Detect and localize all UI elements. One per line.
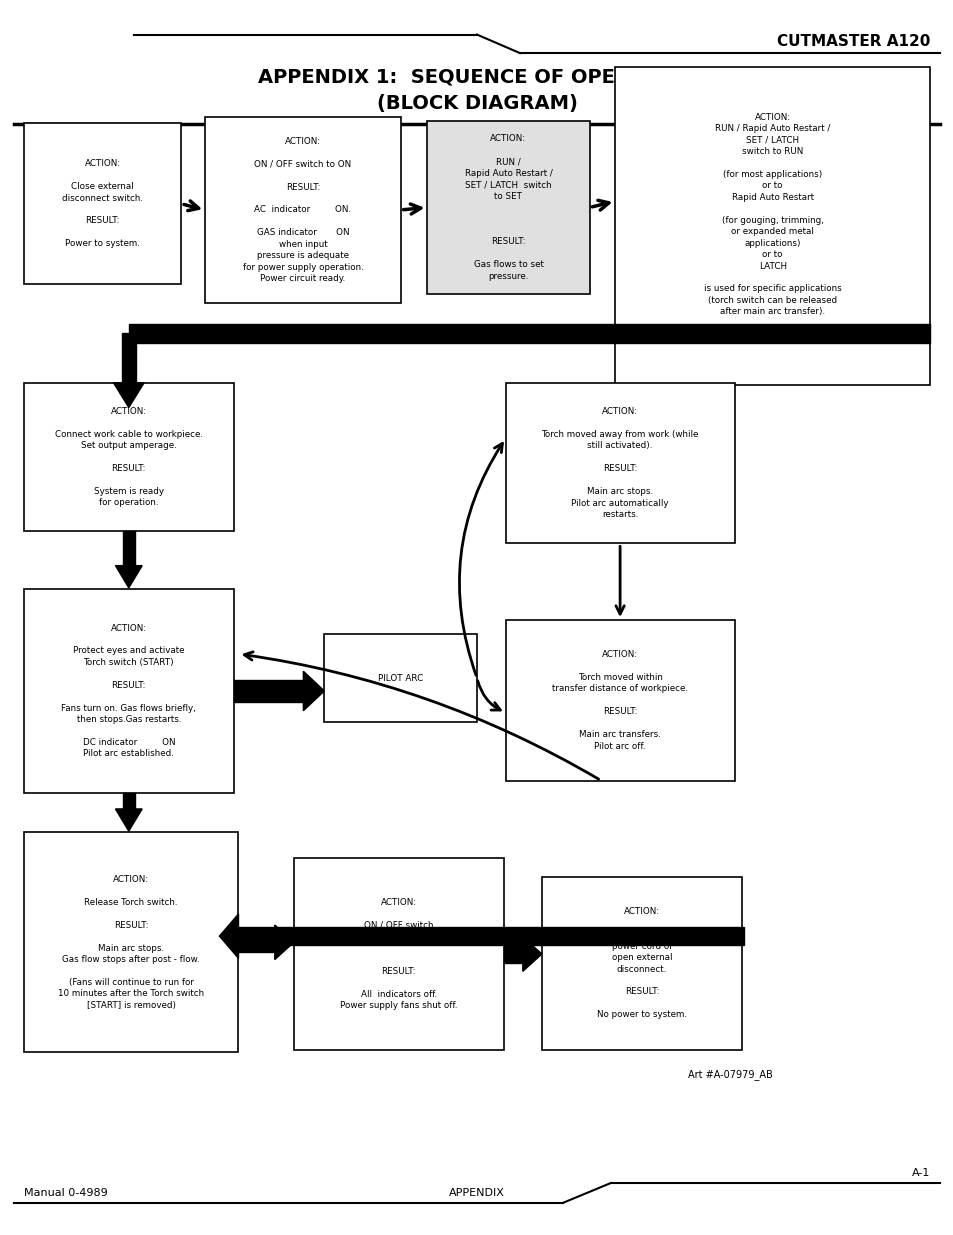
Text: ACTION:

Unplug input
power cord or
open external
disconnect.

RESULT:

No power: ACTION: Unplug input power cord or open … <box>597 908 686 1019</box>
Text: ACTION:

Release Torch switch.

RESULT:

Main arc stops.
Gas flow stops after po: ACTION: Release Torch switch. RESULT: Ma… <box>58 874 204 1010</box>
Bar <box>238 934 274 951</box>
Bar <box>122 531 135 566</box>
Polygon shape <box>274 925 294 960</box>
Bar <box>238 927 743 945</box>
Bar <box>122 793 135 809</box>
Polygon shape <box>522 936 541 971</box>
Bar <box>24 832 238 1052</box>
Text: APPENDIX: APPENDIX <box>449 1188 504 1198</box>
Bar <box>541 877 741 1050</box>
Bar <box>505 620 734 781</box>
Text: Art #A-07979_AB: Art #A-07979_AB <box>687 1070 772 1079</box>
Text: ACTION:

Close external
disconnect switch.

RESULT:

Power to system.: ACTION: Close external disconnect switch… <box>62 159 143 248</box>
Text: ACTION:

Torch moved away from work (while
still activated).

RESULT:

Main arc : ACTION: Torch moved away from work (whil… <box>541 408 698 519</box>
Bar <box>505 383 734 543</box>
Bar <box>294 858 503 1050</box>
Bar <box>129 325 929 342</box>
Polygon shape <box>303 672 324 711</box>
Text: PILOT ARC: PILOT ARC <box>377 673 423 683</box>
Text: ACTION:
RUN / Rapid Auto Restart /
SET / LATCH
switch to RUN

(for most applicat: ACTION: RUN / Rapid Auto Restart / SET /… <box>703 112 841 340</box>
Bar <box>324 634 476 722</box>
Text: ACTION:

ON / OFF switch to ON

RESULT:

AC  indicator         ON.

GAS indicato: ACTION: ON / OFF switch to ON RESULT: AC… <box>242 137 363 283</box>
Bar <box>233 679 303 701</box>
Text: A-1: A-1 <box>911 1168 929 1178</box>
Text: ACTION:

Protect eyes and activate
Torch switch (START)

RESULT:

Fans turn on. : ACTION: Protect eyes and activate Torch … <box>61 624 196 758</box>
Text: ACTION:

Torch moved within
transfer distance of workpiece.

RESULT:

Main arc t: ACTION: Torch moved within transfer dist… <box>552 650 687 751</box>
Text: CUTMASTER A120: CUTMASTER A120 <box>776 35 929 49</box>
Text: ACTION:

ON / OFF switch
to OFF


RESULT:

All  indicators off.
Power supply fan: ACTION: ON / OFF switch to OFF RESULT: A… <box>339 898 457 1010</box>
Bar <box>427 121 589 294</box>
Bar <box>24 589 233 793</box>
Bar <box>503 945 522 963</box>
Bar <box>122 333 135 383</box>
Bar <box>205 117 400 303</box>
Polygon shape <box>115 809 142 831</box>
Bar <box>24 124 181 284</box>
Polygon shape <box>113 383 144 408</box>
Bar <box>24 383 233 531</box>
Text: ACTION:

Connect work cable to workpiece.
Set output amperage.

RESULT:

System : ACTION: Connect work cable to workpiece.… <box>54 406 203 508</box>
Bar <box>615 67 929 385</box>
Polygon shape <box>219 914 238 958</box>
Text: APPENDIX 1:  SEQUENCE OF OPERATION: APPENDIX 1: SEQUENCE OF OPERATION <box>257 67 696 86</box>
Polygon shape <box>115 566 142 588</box>
Text: ACTION:

RUN /
Rapid Auto Restart /
SET / LATCH  switch
to SET



RESULT:

Gas f: ACTION: RUN / Rapid Auto Restart / SET /… <box>464 135 552 280</box>
Text: (BLOCK DIAGRAM): (BLOCK DIAGRAM) <box>376 94 577 114</box>
Text: Manual 0-4989: Manual 0-4989 <box>24 1188 108 1198</box>
